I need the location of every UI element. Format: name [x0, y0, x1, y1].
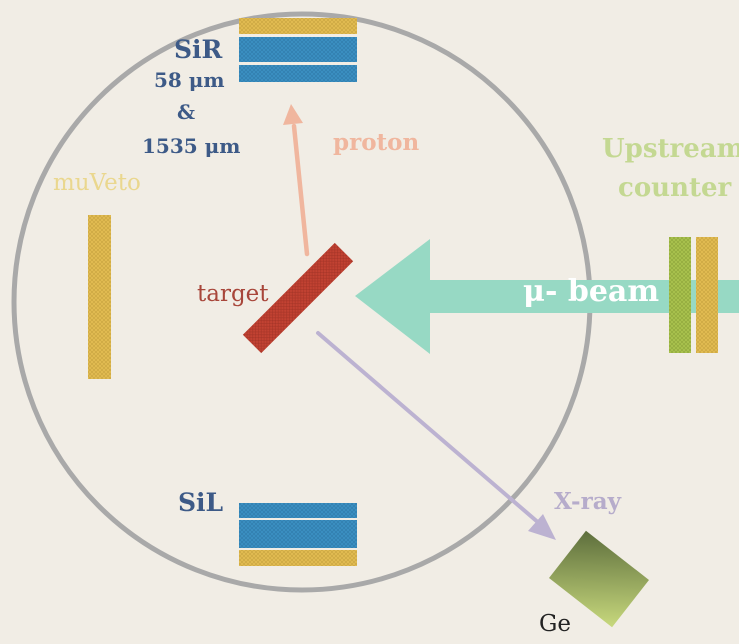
- beam-label: μ- beam: [523, 274, 660, 309]
- sir-thickness-thin: 58 μm: [154, 68, 225, 92]
- sil-veto-layer: [239, 550, 357, 566]
- sil-thin-layer: [239, 503, 357, 518]
- upstream-counter-label-line2: counter: [618, 173, 732, 203]
- upstream-counter-scintillator-1: [669, 237, 691, 353]
- target-foil: [242, 242, 354, 354]
- muveto-paddle: [88, 215, 111, 379]
- sil-label: SiL: [178, 488, 224, 517]
- xray-label: X-ray: [554, 488, 621, 515]
- target-label: target: [197, 281, 269, 307]
- sil-thick-layer: [239, 520, 357, 548]
- proton-arrowhead: [283, 104, 303, 125]
- sir-thickness-thick: 1535 μm: [142, 134, 241, 158]
- sir-thin-layer: [239, 37, 357, 62]
- upstream-counter-scintillator-2: [696, 237, 718, 353]
- proton-label: proton: [333, 129, 420, 156]
- proton-track: [291, 123, 310, 257]
- upstream-counter-label-line1: Upstream: [602, 134, 739, 164]
- sir-and: &: [177, 100, 196, 124]
- sir-thick-layer: [239, 65, 357, 82]
- ge-label: Ge: [539, 611, 571, 637]
- germanium-detector: [549, 530, 649, 628]
- sir-label: SiR: [174, 35, 223, 64]
- muveto-label: muVeto: [53, 170, 141, 196]
- sir-veto-layer: [239, 18, 357, 34]
- xray-track: [316, 331, 542, 526]
- xray-arrowhead: [528, 514, 556, 540]
- muon-beam-arrow: [355, 239, 739, 354]
